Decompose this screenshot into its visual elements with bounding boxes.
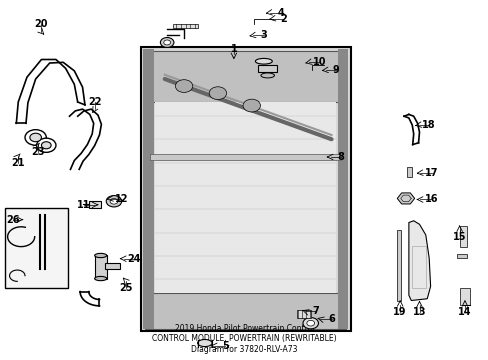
Circle shape [175,80,192,93]
Bar [105,263,120,269]
Circle shape [30,133,41,142]
Text: 3: 3 [260,30,266,40]
Bar [296,310,310,318]
Text: 9: 9 [332,65,339,75]
Text: 19: 19 [393,307,406,317]
Circle shape [209,87,226,100]
Polygon shape [408,221,430,301]
Bar [459,226,466,247]
Circle shape [160,37,174,48]
Bar [145,293,346,329]
Text: 7: 7 [312,306,319,316]
Bar [142,49,153,329]
Bar [140,47,350,330]
Bar [258,65,277,72]
Ellipse shape [255,58,272,64]
Text: 8: 8 [337,152,344,162]
Text: 15: 15 [452,232,466,242]
Bar [459,288,469,305]
Text: 13: 13 [412,307,426,317]
Circle shape [110,198,118,204]
Text: 17: 17 [424,168,437,178]
Text: 26: 26 [7,215,20,225]
Text: 2019 Honda Pilot Powertrain Control
CONTROL MODULE, POWERTRAIN (REWRITABLE)
Diag: 2019 Honda Pilot Powertrain Control CONT… [152,324,336,354]
Text: 1: 1 [230,44,237,54]
Bar [456,254,466,258]
Bar [337,49,348,329]
Circle shape [106,195,122,207]
Text: 5: 5 [222,341,228,351]
Bar [145,51,346,102]
Text: 6: 6 [327,314,334,324]
Text: 25: 25 [119,283,133,293]
Ellipse shape [197,339,212,347]
Circle shape [163,40,170,45]
Text: 22: 22 [88,97,101,107]
Text: 10: 10 [312,57,325,67]
Circle shape [41,142,51,149]
Text: 11: 11 [77,200,90,210]
Ellipse shape [95,253,106,258]
Circle shape [306,320,314,326]
Bar [5,208,67,288]
Bar [155,102,336,293]
Text: 21: 21 [12,158,25,168]
Bar [411,246,425,288]
Text: 16: 16 [424,194,437,204]
Text: 12: 12 [114,194,128,204]
Circle shape [25,130,46,145]
Bar [173,24,197,28]
Ellipse shape [95,276,106,281]
Text: 18: 18 [422,120,435,130]
Bar [150,154,341,160]
Text: 14: 14 [457,307,471,317]
Text: 23: 23 [31,147,44,157]
Text: 2: 2 [279,14,286,24]
Polygon shape [396,193,414,204]
Text: 24: 24 [127,254,141,264]
Circle shape [243,99,260,112]
Text: 20: 20 [35,19,48,29]
Bar [396,230,400,301]
Text: 4: 4 [277,8,284,18]
Circle shape [303,318,318,329]
Bar [89,201,101,208]
Circle shape [37,138,56,152]
Bar [95,256,106,279]
Bar [406,167,411,177]
Ellipse shape [261,73,274,78]
